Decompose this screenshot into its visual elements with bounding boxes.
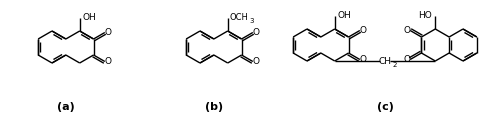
Text: O: O bbox=[360, 55, 366, 64]
Text: OH: OH bbox=[82, 13, 96, 23]
Text: O: O bbox=[404, 55, 410, 64]
Text: O: O bbox=[104, 57, 112, 66]
Text: O: O bbox=[360, 26, 366, 35]
Text: (c): (c) bbox=[376, 102, 394, 112]
Text: O: O bbox=[104, 28, 112, 37]
Text: CH: CH bbox=[378, 57, 392, 67]
Text: 3: 3 bbox=[250, 18, 254, 24]
Text: (b): (b) bbox=[205, 102, 223, 112]
Text: O: O bbox=[252, 28, 260, 37]
Text: O: O bbox=[252, 57, 260, 66]
Text: OCH: OCH bbox=[230, 13, 248, 23]
Text: 2: 2 bbox=[393, 62, 398, 68]
Text: (a): (a) bbox=[57, 102, 74, 112]
Text: OH: OH bbox=[338, 11, 351, 21]
Text: HO: HO bbox=[418, 11, 432, 21]
Text: O: O bbox=[404, 26, 410, 35]
